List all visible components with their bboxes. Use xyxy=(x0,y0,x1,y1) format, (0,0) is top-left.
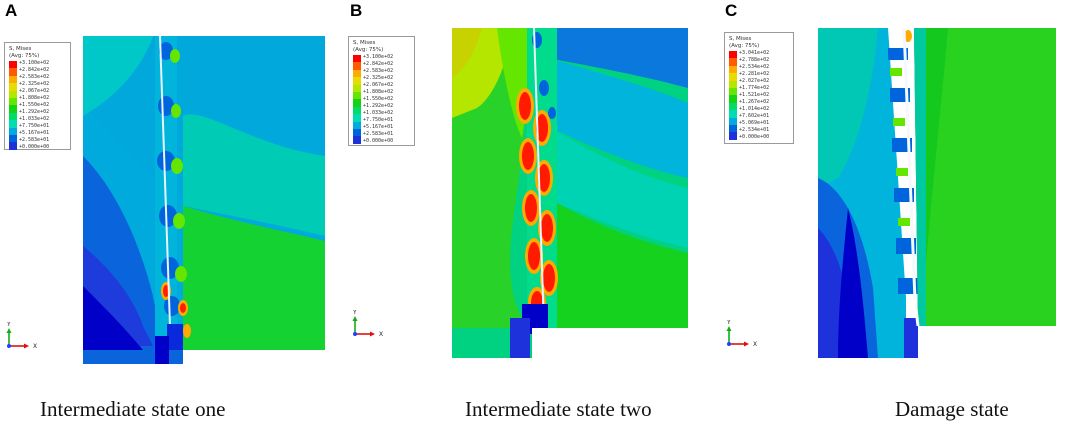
legend-value: +1.267e+02 xyxy=(739,98,770,105)
stress-legend: S, Mises (Avg: 75%) +3.100e+02 +2.842e+0… xyxy=(4,42,71,150)
axis-y-label: Y xyxy=(352,310,357,316)
color-scale xyxy=(729,51,737,140)
axis-x-label: X xyxy=(753,341,757,348)
axis-triad: Y X xyxy=(726,320,757,348)
legend-subtitle: (Avg: 75%) xyxy=(9,52,40,59)
legend-value: +0.000e+00 xyxy=(739,133,770,140)
axis-triad: Y X xyxy=(6,322,37,350)
axis-x-label: X xyxy=(33,343,37,350)
legend-value: +2.027e+02 xyxy=(739,77,770,84)
legend-value: +2.281e+02 xyxy=(739,70,770,77)
legend-values: +3.041e+02 +2.788e+02 +2.534e+02 +2.281e… xyxy=(739,51,769,140)
panel-caption: Damage state xyxy=(895,397,1009,421)
legend-value: +2.788e+02 xyxy=(739,56,770,63)
legend-value: +1.292e+02 xyxy=(19,108,50,115)
legend-value: +3.100e+02 xyxy=(19,60,50,66)
legend-value: +2.534e+02 xyxy=(739,63,770,70)
legend-value: +2.842e+02 xyxy=(19,66,50,73)
legend-value: +2.583e+02 xyxy=(19,73,50,80)
stress-contour-image xyxy=(452,28,688,358)
legend-value: +7.602e+01 xyxy=(739,112,770,119)
legend-value: +2.067e+02 xyxy=(363,81,394,88)
panel-letter: B xyxy=(350,1,363,20)
legend-value: +1.292e+02 xyxy=(363,102,394,109)
legend-value: +0.000e+00 xyxy=(19,143,50,150)
legend-value: +1.033e+02 xyxy=(19,115,50,122)
panel-letter: C xyxy=(725,1,738,20)
legend-value: +1.033e+02 xyxy=(363,109,394,116)
legend-title: S, Mises xyxy=(729,36,752,42)
axis-x-label: X xyxy=(379,331,383,338)
legend-value: +5.167e+01 xyxy=(19,129,50,136)
legend-value: +1.550e+02 xyxy=(19,101,50,108)
legend-value: +2.534e+01 xyxy=(739,126,770,133)
legend-value: +3.041e+02 xyxy=(739,50,770,56)
stress-legend: S, Mises (Avg: 75%) +3.041e+02 +2.788e+0… xyxy=(724,32,794,144)
legend-value: +2.583e+01 xyxy=(363,130,394,137)
legend-values: +3.100e+02 +2.842e+02 +2.583e+02 +2.325e… xyxy=(19,61,49,150)
legend-value: +7.750e+01 xyxy=(19,122,50,129)
legend-value: +1.550e+02 xyxy=(363,95,394,102)
axis-triad: Y X xyxy=(352,310,383,338)
legend-value: +2.325e+02 xyxy=(19,80,50,87)
axis-y-label: Y xyxy=(6,322,11,328)
stress-contour-image xyxy=(818,28,1056,358)
color-scale xyxy=(353,55,361,144)
stress-legend: S, Mises (Avg: 75%) +3.100e+02 +2.842e+0… xyxy=(348,36,415,146)
panel-caption: Intermediate state two xyxy=(465,397,652,421)
legend-title: S, Mises xyxy=(9,46,32,52)
legend-value: +1.808e+02 xyxy=(19,94,50,101)
axis-y-label: Y xyxy=(726,320,731,326)
legend-value: +2.583e+01 xyxy=(19,136,50,143)
legend-value: +3.100e+02 xyxy=(363,54,394,60)
legend-subtitle: (Avg: 75%) xyxy=(729,42,760,49)
legend-values: +3.100e+02 +2.842e+02 +2.583e+02 +2.325e… xyxy=(363,55,393,144)
panel-letter: A xyxy=(5,1,18,20)
legend-value: +1.521e+02 xyxy=(739,91,770,98)
legend-value: +1.014e+02 xyxy=(739,105,770,112)
panel-caption: Intermediate state one xyxy=(40,397,226,421)
color-scale xyxy=(9,61,17,150)
legend-value: +2.583e+02 xyxy=(363,67,394,74)
legend-value: +5.069e+01 xyxy=(739,119,770,126)
legend-title: S, Mises xyxy=(353,40,376,46)
legend-value: +1.774e+02 xyxy=(739,84,770,91)
legend-value: +2.067e+02 xyxy=(19,87,50,94)
legend-subtitle: (Avg: 75%) xyxy=(353,46,384,53)
legend-value: +2.325e+02 xyxy=(363,74,394,81)
legend-value: +2.842e+02 xyxy=(363,60,394,67)
legend-value: +5.167e+01 xyxy=(363,123,394,130)
legend-value: +0.000e+00 xyxy=(363,137,394,144)
legend-value: +7.750e+01 xyxy=(363,116,394,123)
legend-value: +1.808e+02 xyxy=(363,88,394,95)
stress-contour-image xyxy=(83,36,325,364)
